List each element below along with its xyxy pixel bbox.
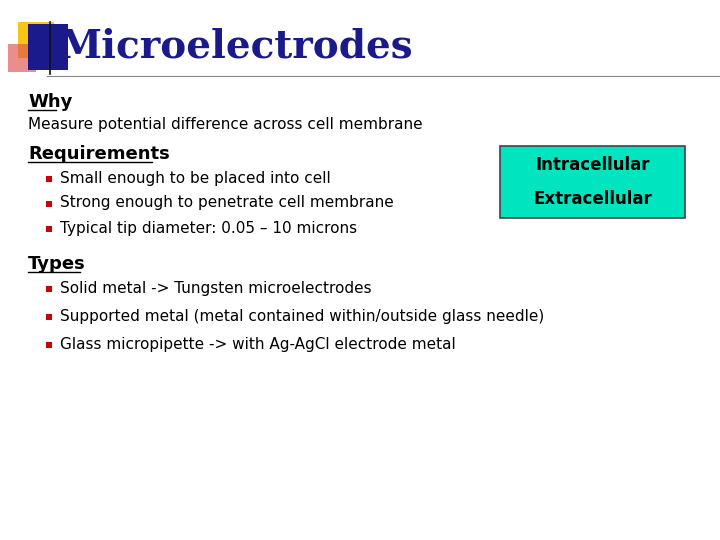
Text: Types: Types <box>28 255 86 273</box>
Text: Why: Why <box>28 93 73 111</box>
Bar <box>46 176 52 182</box>
Bar <box>46 342 52 348</box>
Text: Solid metal -> Tungsten microelectrodes: Solid metal -> Tungsten microelectrodes <box>60 280 372 295</box>
Bar <box>28 24 68 70</box>
Bar <box>46 286 52 292</box>
Bar <box>8 44 36 72</box>
Bar <box>46 314 52 320</box>
Text: Measure potential difference across cell membrane: Measure potential difference across cell… <box>28 117 423 132</box>
Text: Small enough to be placed into cell: Small enough to be placed into cell <box>60 171 330 186</box>
Text: Strong enough to penetrate cell membrane: Strong enough to penetrate cell membrane <box>60 195 394 211</box>
Bar <box>46 226 52 232</box>
Bar <box>18 22 54 58</box>
Text: Requirements: Requirements <box>28 145 170 163</box>
FancyBboxPatch shape <box>500 146 685 218</box>
Text: Glass micropipette -> with Ag-AgCl electrode metal: Glass micropipette -> with Ag-AgCl elect… <box>60 336 456 352</box>
Text: Microelectrodes: Microelectrodes <box>58 28 413 66</box>
Text: Intracellular: Intracellular <box>535 157 649 174</box>
Text: Extracellular: Extracellular <box>533 190 652 207</box>
Text: Supported metal (metal contained within/outside glass needle): Supported metal (metal contained within/… <box>60 308 544 323</box>
Bar <box>46 201 52 207</box>
Text: Typical tip diameter: 0.05 – 10 microns: Typical tip diameter: 0.05 – 10 microns <box>60 220 357 235</box>
